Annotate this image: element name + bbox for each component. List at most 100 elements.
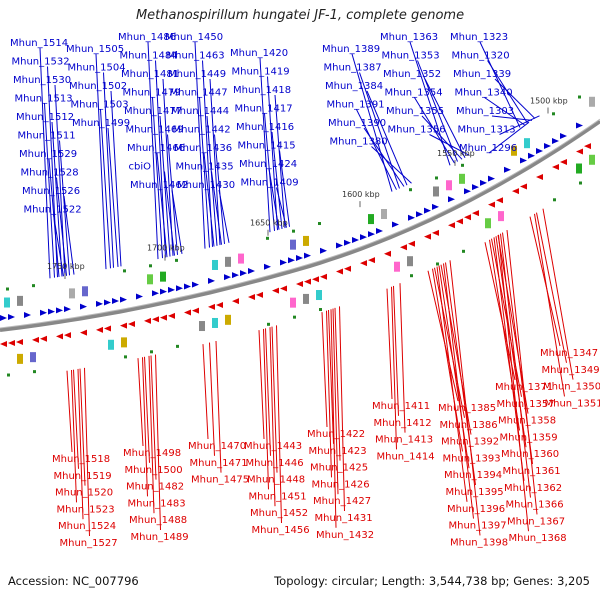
feature-box bbox=[199, 321, 205, 331]
minus-gene-arrow bbox=[272, 288, 279, 294]
feature-dot bbox=[150, 350, 153, 353]
plus-gene-arrow bbox=[192, 282, 199, 288]
feature-dot bbox=[6, 288, 9, 291]
minus-leader-line bbox=[151, 355, 156, 479]
minus-leader-line bbox=[80, 369, 85, 486]
plus-gene-arrow bbox=[304, 253, 311, 259]
minus-gene-arrow bbox=[128, 321, 135, 327]
feature-box bbox=[394, 262, 400, 272]
plus-gene-label: Mhun_1296 bbox=[459, 143, 517, 154]
feature-box bbox=[498, 211, 504, 221]
feature-dot bbox=[7, 374, 10, 377]
feature-dot bbox=[461, 164, 464, 167]
minus-gene-arrow bbox=[96, 327, 103, 333]
plus-gene-label: Mhun_1505 bbox=[66, 44, 124, 55]
plus-gene-label: Mhun_1514 bbox=[10, 38, 68, 49]
minus-gene-label: Mhun_1527 bbox=[60, 538, 118, 549]
plus-gene-arrow bbox=[360, 234, 367, 240]
minus-gene-label: Mhun_1392 bbox=[441, 437, 499, 448]
minus-gene-arrow bbox=[304, 279, 311, 285]
minus-gene-arrow bbox=[344, 266, 351, 272]
plus-gene-arrow bbox=[504, 167, 511, 173]
plus-gene-label: Mhun_1409 bbox=[241, 178, 299, 189]
minus-gene-arrow bbox=[464, 214, 471, 220]
plus-gene-arrow bbox=[288, 257, 295, 263]
feature-box bbox=[4, 298, 10, 308]
minus-gene-arrow bbox=[488, 202, 495, 208]
minus-gene-label: Mhun_1358 bbox=[498, 416, 556, 427]
minus-gene-label: Mhun_1351 bbox=[545, 398, 600, 409]
plus-gene-arrow bbox=[96, 301, 103, 307]
minus-gene-label: Mhun_1471 bbox=[190, 458, 248, 469]
minus-gene-label: Mhun_1395 bbox=[446, 487, 504, 498]
feature-dot bbox=[33, 370, 36, 373]
minus-gene-label: Mhun_1431 bbox=[315, 513, 373, 524]
plus-gene-arrow bbox=[176, 285, 183, 291]
minus-gene-arrow bbox=[32, 337, 39, 343]
plus-gene-arrow bbox=[240, 270, 247, 276]
minus-gene-arrow bbox=[368, 257, 375, 263]
minus-gene-label: Mhun_1443 bbox=[244, 441, 302, 452]
feature-box bbox=[238, 254, 244, 264]
map-title: Methanospirillum hungatei JF-1, complete… bbox=[0, 8, 600, 23]
minus-gene-label: Mhun_1349 bbox=[542, 365, 600, 376]
minus-gene-arrow bbox=[312, 276, 319, 282]
feature-box bbox=[225, 257, 231, 267]
minus-gene-label: Mhun_1359 bbox=[500, 432, 558, 443]
feature-dot bbox=[319, 308, 322, 311]
minus-gene-label: Mhun_1500 bbox=[125, 465, 183, 476]
minus-gene-label: Mhun_1413 bbox=[375, 435, 433, 446]
plus-gene-arrow bbox=[112, 298, 119, 304]
feature-box bbox=[433, 186, 439, 196]
minus-gene-label: Mhun_1347 bbox=[540, 348, 598, 359]
plus-gene-label: Mhun_1418 bbox=[233, 85, 291, 96]
minus-leader-line bbox=[394, 286, 399, 416]
minus-gene-label: Mhun_1368 bbox=[509, 533, 567, 544]
plus-gene-arrow bbox=[528, 153, 535, 159]
plus-gene-arrow bbox=[184, 283, 191, 289]
minus-gene-arrow bbox=[208, 304, 215, 310]
plus-gene-arrow bbox=[0, 315, 7, 321]
minus-gene-arrow bbox=[536, 174, 543, 180]
topology-summary: Topology: circular; Length: 3,544,738 bp… bbox=[274, 574, 590, 588]
feature-dot bbox=[318, 222, 321, 225]
plus-gene-arrow bbox=[168, 287, 175, 293]
minus-gene-arrow bbox=[232, 298, 239, 304]
plus-gene-label: Mhun_1356 bbox=[388, 125, 446, 136]
plus-gene-label: Mhun_1430 bbox=[177, 180, 235, 191]
plus-gene-label: Mhun_1355 bbox=[386, 106, 444, 117]
minus-gene-label: Mhun_1386 bbox=[440, 420, 498, 431]
feature-box bbox=[121, 337, 127, 347]
minus-gene-arrow bbox=[552, 164, 559, 170]
minus-leader-line bbox=[216, 341, 221, 473]
plus-gene-arrow bbox=[368, 231, 375, 237]
minus-gene-label: Mhun_1412 bbox=[374, 418, 432, 429]
plus-gene-label: Mhun_1391 bbox=[327, 100, 385, 111]
plus-gene-label: Mhun_1444 bbox=[171, 106, 229, 117]
plus-gene-label: Mhun_1512 bbox=[16, 112, 74, 123]
plus-gene-arrow bbox=[136, 294, 143, 300]
minus-gene-label: Mhun_1350 bbox=[543, 382, 600, 393]
plus-gene-arrow bbox=[488, 176, 495, 182]
minus-gene-label: Mhun_1393 bbox=[443, 453, 501, 464]
minus-gene-label: Mhun_1411 bbox=[372, 401, 430, 412]
plus-gene-arrow bbox=[120, 297, 127, 303]
minus-gene-arrow bbox=[216, 302, 223, 308]
minus-leader-line bbox=[72, 370, 77, 502]
feature-box bbox=[212, 260, 218, 270]
minus-gene-label: Mhun_1483 bbox=[128, 498, 186, 509]
minus-gene-arrow bbox=[56, 333, 63, 339]
plus-gene-arrow bbox=[320, 248, 327, 254]
plus-gene-label: Mhun_1532 bbox=[12, 57, 70, 68]
plus-gene-arrow bbox=[104, 299, 111, 305]
plus-gene-label: Mhun_1313 bbox=[458, 125, 516, 136]
plus-gene-arrow bbox=[224, 274, 231, 280]
minus-gene-label: Mhun_1452 bbox=[250, 508, 308, 519]
feature-dot bbox=[435, 176, 438, 179]
feature-box bbox=[160, 272, 166, 282]
feature-box bbox=[225, 315, 231, 325]
plus-leader-line bbox=[157, 153, 167, 257]
minus-gene-label: Mhun_1498 bbox=[123, 448, 181, 459]
feature-box bbox=[303, 236, 309, 246]
